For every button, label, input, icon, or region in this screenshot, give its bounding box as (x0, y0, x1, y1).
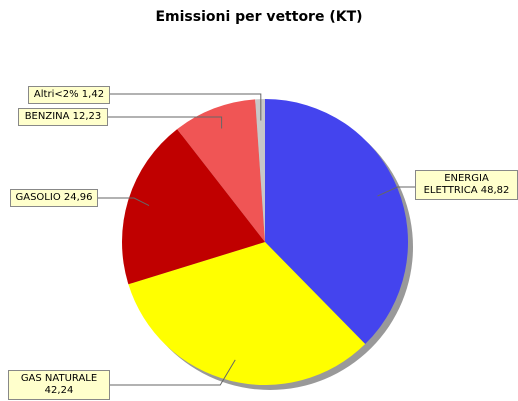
value-label: 42,24 (44, 385, 74, 396)
value-label: 1,42 (81, 89, 105, 100)
leader-line (110, 93, 262, 121)
leader-line (108, 116, 223, 129)
chart-title: Emissioni per vettore (KT) (155, 9, 363, 25)
category-name: GAS NATURALE (20, 373, 98, 384)
category-name: BENZINA (24, 111, 70, 122)
slice-label: Altri<2% 1,42 (28, 86, 110, 104)
category-name: GASOLIO (15, 192, 61, 203)
pie-slice (177, 99, 265, 242)
pie-slice (122, 129, 265, 285)
leader-line (377, 186, 415, 197)
pie-slice (128, 242, 366, 385)
pie-slice (255, 99, 265, 242)
slice-label: ENERGIA ELETTRICA 48,82 (415, 170, 518, 200)
slice-label: BENZINA 12,23 (18, 108, 108, 126)
slice-label: GAS NATURALE 42,24 (8, 370, 110, 400)
category-name: Altri<2% (33, 89, 79, 100)
category-name: ENERGIA ELETTRICA (423, 173, 489, 196)
leader-line (110, 359, 236, 386)
leader-line (98, 197, 150, 206)
value-label: 12,23 (72, 111, 102, 122)
pie-slice (265, 99, 408, 345)
value-label: 48,82 (480, 185, 510, 196)
value-label: 24,96 (63, 192, 93, 203)
slice-label: GASOLIO 24,96 (10, 189, 98, 207)
